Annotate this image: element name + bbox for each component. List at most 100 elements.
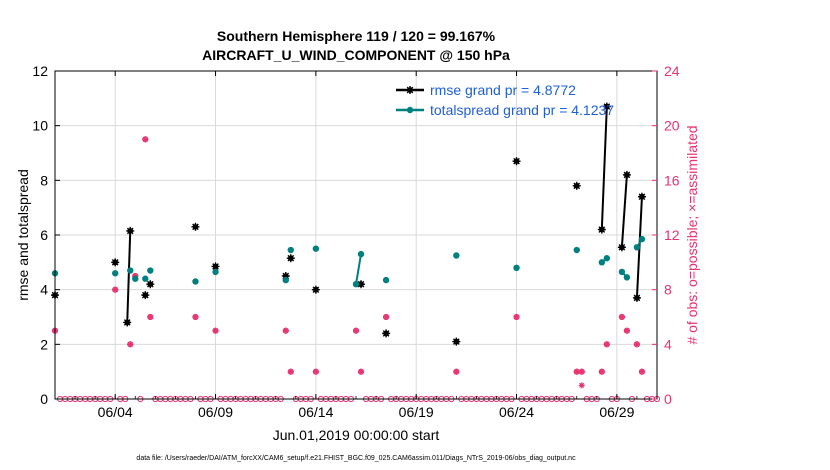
rmse-point-star: [637, 192, 646, 201]
obs-assimilated-marker: [513, 314, 520, 320]
y-tick-label-left: 8: [40, 172, 48, 188]
marker-stroke: [147, 314, 153, 320]
marker-stroke: [123, 319, 131, 326]
legend-label-rmse: rmse grand pr = 4.8772: [430, 82, 576, 98]
marker-stroke: [358, 369, 364, 375]
obs-assimilated-marker: [633, 341, 640, 348]
marker-stroke: [192, 314, 199, 320]
rmse-point-star: [141, 291, 150, 300]
spread-point: [598, 259, 606, 266]
marker-stroke: [618, 243, 626, 251]
spread-point: [382, 276, 390, 284]
y-tick-label-left: 0: [40, 391, 48, 407]
y-tick-label-left: 6: [40, 227, 48, 243]
marker-stroke: [126, 227, 134, 235]
marker-stroke: [599, 369, 605, 375]
marker-stroke: [603, 103, 611, 110]
rmse-line-segment: [126, 230, 132, 323]
x-tick-label: 06/29: [599, 404, 634, 420]
spread-point: [453, 252, 460, 259]
spread-point: [132, 275, 139, 282]
obs-assimilated-marker: [192, 314, 199, 320]
rmse-point: [617, 243, 626, 252]
rmse-point-star: [191, 222, 200, 231]
spread-point: [603, 255, 611, 262]
rmse-point: [452, 337, 461, 346]
chart-subtitle: AIRCRAFT_U_WIND_COMPONENT @ 150 hPa: [202, 47, 510, 63]
spread-point: [192, 278, 199, 285]
axis-ticks: 06/04 06/09 06/14 06/19 06/24 06/290246810120…: [32, 63, 679, 420]
x-tick-label: 06/04: [98, 404, 133, 420]
obs-assimilated-marker: [358, 368, 365, 375]
marker-stroke: [192, 223, 199, 231]
rmse-point-star: [382, 329, 391, 338]
obs-assimilated-marker: [287, 368, 294, 375]
rmse-point: [637, 192, 646, 201]
x-tick-label: 06/19: [399, 404, 434, 420]
obs-assimilated-marker: [453, 368, 460, 375]
data-file-footer: data file: /Users/raeder/DAI/ATM_forcXX/…: [136, 455, 576, 462]
rmse-point: [141, 291, 150, 300]
x-tick-label: 06/14: [298, 404, 333, 420]
marker-stroke: [513, 157, 520, 165]
spread-point: [623, 274, 631, 281]
rmse-point: [622, 170, 631, 179]
obs-assimilated-marker: [618, 314, 625, 320]
obs-assimilated-marker: [638, 368, 645, 375]
spread-point: [147, 267, 154, 274]
obs-assimilated-marker: [623, 327, 630, 334]
obs-assimilated-marker: [212, 327, 219, 334]
y-axis-label-right: # of obs: o=possible; ×=assimilated: [684, 125, 700, 344]
spread-line-segment: [355, 253, 363, 285]
marker-stroke: [212, 328, 219, 334]
marker-stroke: [579, 369, 585, 375]
rmse-point: [111, 258, 120, 267]
y-tick-label-left: 2: [40, 336, 48, 352]
spread-point: [633, 244, 641, 251]
marker-stroke: [288, 369, 294, 375]
marker-stroke: [579, 382, 585, 388]
spread-point: [287, 246, 294, 254]
x-tick-label: 06/09: [198, 404, 233, 420]
marker-stroke: [112, 287, 118, 293]
obs-assimilated-marker: [578, 382, 585, 389]
spread-point: [638, 235, 646, 243]
marker-stroke: [287, 254, 295, 262]
data-points: [51, 102, 661, 403]
legend-label-spread: totalspread grand pr = 4.1237: [430, 102, 614, 118]
marker-stroke: [623, 171, 631, 179]
obs-assimilated-marker: [147, 314, 154, 320]
legend: rmse grand pr = 4.8772 totalspread grand…: [396, 82, 614, 118]
marker-stroke: [513, 314, 520, 320]
x-tick-label: 06/24: [499, 404, 534, 420]
spread-point: [357, 250, 365, 258]
y-axis-label-left: rmse and totalspread: [15, 169, 31, 301]
rmse-line-segment: [600, 106, 608, 230]
marker-stroke: [638, 193, 646, 201]
grid-lines: [55, 70, 657, 400]
spread-point: [352, 281, 360, 288]
y-tick-label-right: 16: [664, 172, 680, 188]
spread-point: [142, 275, 149, 282]
spread-point: [212, 268, 219, 276]
obs-assimilated-marker: [578, 368, 585, 375]
chart-title: Southern Hemisphere 119 / 120 = 99.167%: [217, 28, 496, 44]
rmse-point: [126, 226, 135, 235]
rmse-point: [632, 293, 641, 302]
obs-assimilated-marker: [353, 327, 359, 334]
marker-stroke: [573, 182, 581, 190]
y-tick-label-left: 10: [32, 118, 48, 134]
rmse-point-star: [622, 170, 631, 179]
marker-stroke: [312, 286, 320, 293]
spread-point: [127, 267, 134, 274]
rmse-point-star: [146, 280, 155, 289]
rmse-point-star: [111, 258, 120, 267]
y-tick-label-left: 12: [32, 63, 48, 79]
x-axis-label: Jun.01,2019 00:00:00 start: [273, 427, 440, 443]
marker-stroke: [283, 328, 289, 334]
y-tick-label-right: 12: [664, 227, 680, 243]
rmse-point: [512, 157, 521, 166]
marker-stroke: [619, 314, 625, 320]
rmse-point-star: [572, 181, 581, 190]
rmse-point-star: [286, 254, 295, 263]
